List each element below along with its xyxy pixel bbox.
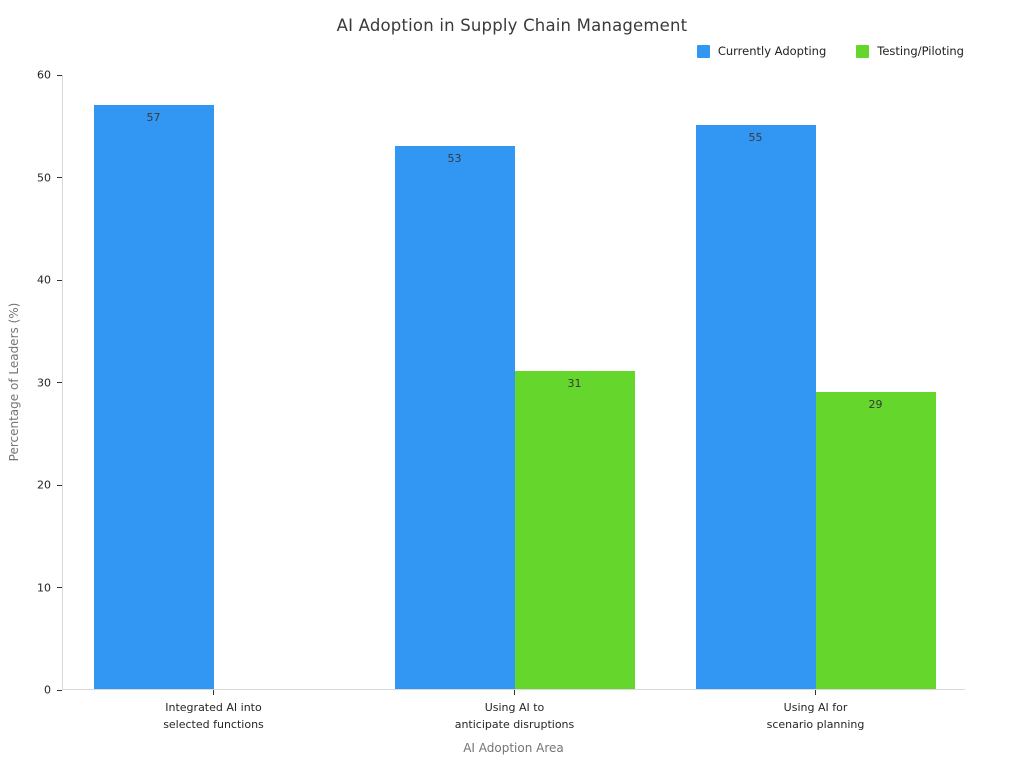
x-axis-title: AI Adoption Area bbox=[463, 741, 564, 755]
y-tick-mark bbox=[57, 689, 62, 691]
legend-item-currently-adopting: Currently Adopting bbox=[696, 44, 827, 58]
x-tick-mark bbox=[514, 690, 515, 695]
legend-label-testing-piloting: Testing/Piloting bbox=[877, 44, 964, 58]
chart-title: AI Adoption in Supply Chain Management bbox=[336, 16, 688, 35]
x-tick-label: Using AI to anticipate disruptions bbox=[454, 701, 575, 732]
y-tick-label: 10 bbox=[37, 581, 51, 594]
legend: Currently Adopting Testing/Piloting bbox=[696, 44, 964, 58]
bar-currently-adopting bbox=[695, 125, 816, 689]
legend-item-testing-piloting: Testing/Piloting bbox=[856, 44, 964, 58]
bar-testing-piloting bbox=[514, 371, 635, 689]
y-tick-mark bbox=[57, 484, 62, 486]
plot-area: 0 10 20 30 40 50 60 57 Integrated AI into select… bbox=[37, 70, 965, 731]
y-tick-label: 30 bbox=[37, 376, 51, 389]
y-tick-mark bbox=[57, 382, 62, 383]
y-axis-title: Percentage of Leaders (%) bbox=[7, 302, 21, 462]
y-tick-label: 0 bbox=[44, 683, 51, 697]
x-tick-mark bbox=[815, 690, 816, 695]
x-tick-label: Integrated AI into selected functions bbox=[163, 701, 264, 732]
y-tick-label: 40 bbox=[37, 273, 51, 287]
bar-testing-piloting bbox=[815, 391, 936, 689]
bar-value-label: 29 bbox=[868, 397, 883, 411]
y-tick-label: 50 bbox=[37, 171, 51, 184]
bar-value-label: 53 bbox=[447, 151, 462, 165]
y-tick-mark bbox=[57, 279, 62, 281]
legend-swatch-green-icon bbox=[856, 44, 870, 58]
y-tick-mark bbox=[57, 177, 62, 178]
y-tick-mark bbox=[57, 587, 62, 588]
x-tick-mark bbox=[213, 690, 214, 695]
bar-value-label: 55 bbox=[748, 131, 763, 145]
bar-currently-adopting bbox=[93, 104, 214, 689]
y-tick-label: 20 bbox=[37, 478, 51, 492]
legend-swatch-blue-icon bbox=[696, 44, 710, 58]
bar-value-label: 57 bbox=[146, 110, 161, 124]
x-tick-label: Using AI for scenario planning bbox=[766, 701, 865, 732]
y-tick-mark bbox=[57, 74, 62, 76]
y-tick-label: 60 bbox=[37, 68, 51, 82]
legend-label-currently-adopting: Currently Adopting bbox=[717, 44, 827, 58]
bar-value-label: 31 bbox=[567, 377, 582, 391]
bar-currently-adopting bbox=[394, 145, 515, 689]
